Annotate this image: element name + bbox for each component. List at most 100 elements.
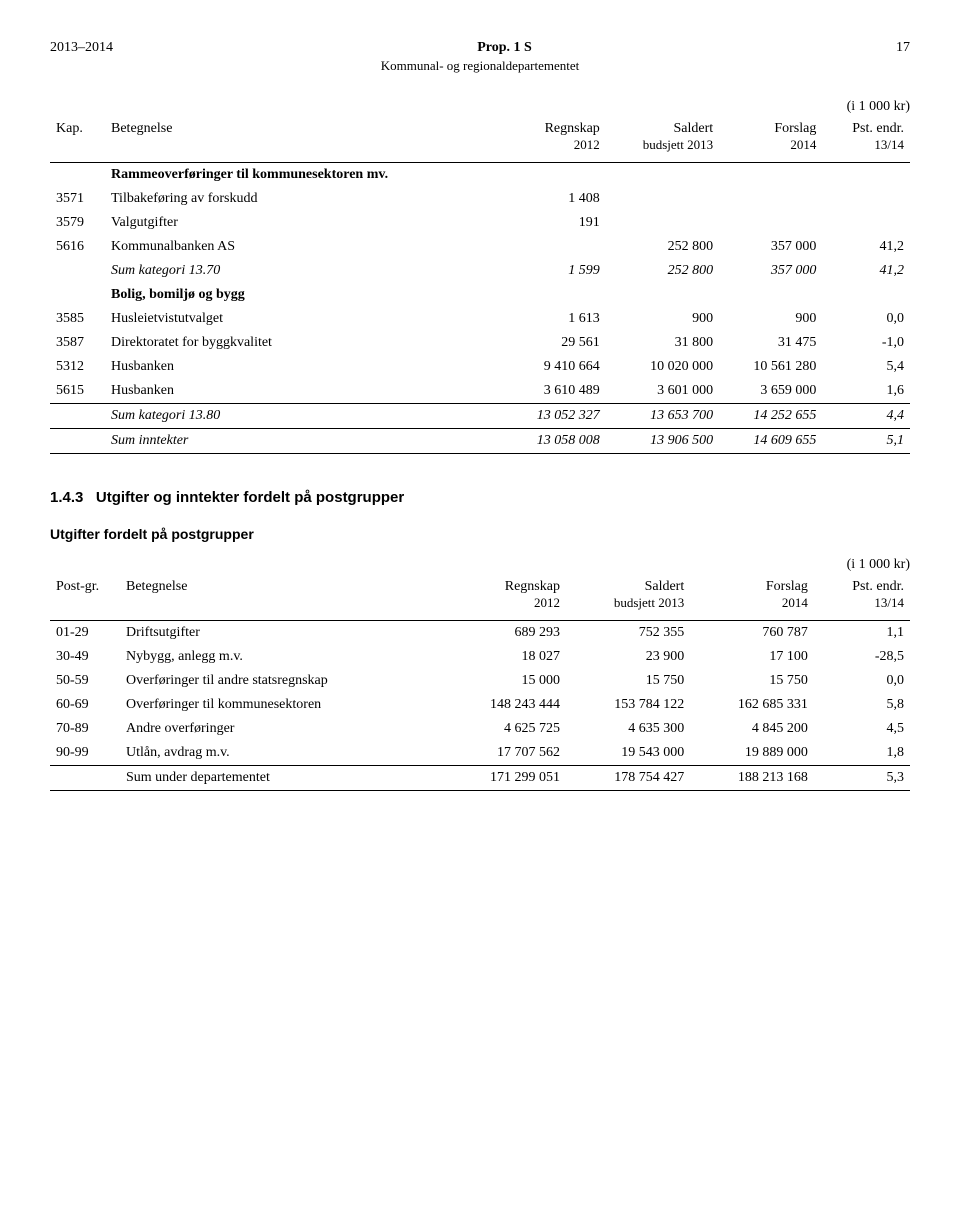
cell-c2: 13 653 700 <box>606 404 719 429</box>
th2-pst-yr: 13/14 <box>874 595 904 610</box>
cell-bet: Sum inntekter <box>105 429 503 454</box>
table-row: Sum kategori 13.8013 052 32713 653 70014… <box>50 404 910 429</box>
cell-id: 90-99 <box>50 741 120 766</box>
table1-header-row: Kap. Betegnelse Regnskap2012 Saldertbuds… <box>50 117 910 163</box>
th-bet2: Betegnelse <box>126 579 187 594</box>
table-row: 60-69Overføringer til kommunesektoren148… <box>50 693 910 717</box>
cell-c4 <box>822 283 910 307</box>
cell-c4: 5,8 <box>814 693 910 717</box>
cell-c1 <box>503 283 606 307</box>
table-row: 30-49Nybygg, anlegg m.v.18 02723 90017 1… <box>50 645 910 669</box>
cell-c2: 178 754 427 <box>566 766 690 791</box>
cell-c3: 3 659 000 <box>719 379 822 404</box>
cell-bet: Husbanken <box>105 355 503 379</box>
cell-c2: 252 800 <box>606 235 719 259</box>
cell-c1: 689 293 <box>442 621 566 646</box>
section-sub: Utgifter fordelt på postgrupper <box>50 526 910 542</box>
cell-c3: 14 609 655 <box>719 429 822 454</box>
cell-bet: Bolig, bomiljø og bygg <box>105 283 503 307</box>
table-row: 5615Husbanken3 610 4893 601 0003 659 000… <box>50 379 910 404</box>
cell-bet: Sum kategori 13.80 <box>105 404 503 429</box>
cell-id: 5312 <box>50 355 105 379</box>
cell-c2: 3 601 000 <box>606 379 719 404</box>
table2: Post-gr. Betegnelse Regnskap2012 Saldert… <box>50 575 910 791</box>
th-pst-yr: 13/14 <box>874 137 904 152</box>
cell-c2: 4 635 300 <box>566 717 690 741</box>
cell-id: 5616 <box>50 235 105 259</box>
th-forslag-yr: 2014 <box>790 137 816 152</box>
table-row: 01-29Driftsutgifter689 293752 355760 787… <box>50 621 910 646</box>
cell-c1 <box>503 235 606 259</box>
cell-id <box>50 766 120 791</box>
table-row: 5312Husbanken9 410 66410 020 00010 561 2… <box>50 355 910 379</box>
cell-c4: 1,6 <box>822 379 910 404</box>
cell-bet: Driftsutgifter <box>120 621 442 646</box>
cell-id <box>50 259 105 283</box>
cell-c4: 1,1 <box>814 621 910 646</box>
cell-c4: 0,0 <box>814 669 910 693</box>
cell-c1: 1 613 <box>503 307 606 331</box>
table-row: 90-99Utlån, avdrag m.v.17 707 56219 543 … <box>50 741 910 766</box>
cell-c2 <box>606 211 719 235</box>
cell-c3: 19 889 000 <box>690 741 814 766</box>
th-pg: Post-gr. <box>56 579 99 594</box>
cell-c1: 191 <box>503 211 606 235</box>
cell-c1: 171 299 051 <box>442 766 566 791</box>
section-heading: 1.4.3 Utgifter og inntekter fordelt på p… <box>50 489 910 506</box>
cell-id: 50-59 <box>50 669 120 693</box>
cell-c3: 17 100 <box>690 645 814 669</box>
cell-c3: 357 000 <box>719 259 822 283</box>
table1-unit: (i 1 000 kr) <box>50 99 910 115</box>
cell-c3: 31 475 <box>719 331 822 355</box>
cell-c4: 0,0 <box>822 307 910 331</box>
cell-c3 <box>719 211 822 235</box>
cell-c1: 17 707 562 <box>442 741 566 766</box>
cell-c2: 252 800 <box>606 259 719 283</box>
cell-id <box>50 163 105 188</box>
cell-c4 <box>822 187 910 211</box>
cell-id: 3579 <box>50 211 105 235</box>
table-row: Sum under departementet171 299 051178 75… <box>50 766 910 791</box>
cell-id: 5615 <box>50 379 105 404</box>
cell-bet: Tilbakeføring av forskudd <box>105 187 503 211</box>
cell-c4: -28,5 <box>814 645 910 669</box>
cell-bet: Kommunalbanken AS <box>105 235 503 259</box>
section-num: 1.4.3 <box>50 489 83 506</box>
table-row: Bolig, bomiljø og bygg <box>50 283 910 307</box>
cell-c4: 5,1 <box>822 429 910 454</box>
cell-bet: Valgutgifter <box>105 211 503 235</box>
th-forslag: Forslag <box>774 121 816 136</box>
header-sub: Kommunal- og regionaldepartementet <box>50 58 910 74</box>
th-pst: Pst. endr. <box>852 121 904 136</box>
page-header: 2013–2014 Prop. 1 S 17 <box>50 40 910 56</box>
cell-c2: 900 <box>606 307 719 331</box>
cell-c3 <box>719 283 822 307</box>
table-row: 3587Direktoratet for byggkvalitet29 5613… <box>50 331 910 355</box>
cell-bet: Nybygg, anlegg m.v. <box>120 645 442 669</box>
table-row: 70-89Andre overføringer4 625 7254 635 30… <box>50 717 910 741</box>
table-row: Rammeoverføringer til kommunesektoren mv… <box>50 163 910 188</box>
th2-pst: Pst. endr. <box>852 579 904 594</box>
cell-id <box>50 429 105 454</box>
cell-id: 01-29 <box>50 621 120 646</box>
table1: Kap. Betegnelse Regnskap2012 Saldertbuds… <box>50 117 910 454</box>
cell-c3: 162 685 331 <box>690 693 814 717</box>
cell-bet: Utlån, avdrag m.v. <box>120 741 442 766</box>
th2-regnskap: Regnskap <box>505 579 560 594</box>
cell-c1 <box>503 163 606 188</box>
cell-c1: 1 599 <box>503 259 606 283</box>
cell-c3: 4 845 200 <box>690 717 814 741</box>
th-regnskap: Regnskap <box>545 121 600 136</box>
cell-c1: 148 243 444 <box>442 693 566 717</box>
table-row: Sum inntekter13 058 00813 906 50014 609 … <box>50 429 910 454</box>
cell-c2: 15 750 <box>566 669 690 693</box>
cell-bet: Andre overføringer <box>120 717 442 741</box>
cell-c4 <box>822 211 910 235</box>
cell-c2: 19 543 000 <box>566 741 690 766</box>
cell-bet: Rammeoverføringer til kommunesektoren mv… <box>105 163 503 188</box>
th-saldert: Saldert <box>674 121 714 136</box>
cell-c1: 18 027 <box>442 645 566 669</box>
cell-c3 <box>719 187 822 211</box>
table-row: Sum kategori 13.701 599252 800357 00041,… <box>50 259 910 283</box>
th2-saldert: Saldert <box>645 579 685 594</box>
